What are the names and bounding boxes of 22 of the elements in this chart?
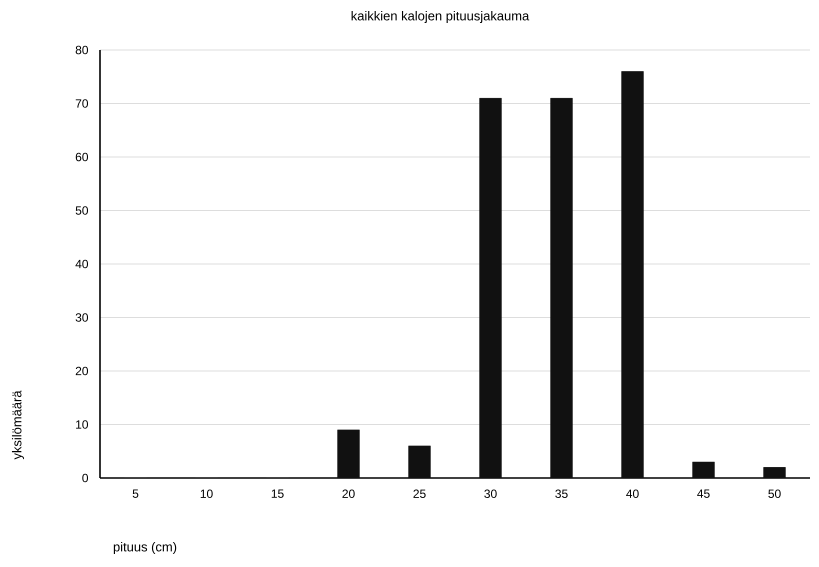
x-tick-label: 40 bbox=[626, 490, 639, 498]
y-tick-label: 70 bbox=[76, 99, 88, 108]
y-axis-title: yksilömäärä bbox=[12, 390, 24, 460]
x-tick-label: 45 bbox=[697, 490, 710, 498]
y-tick-label: 10 bbox=[76, 420, 88, 429]
x-tick-label: 25 bbox=[413, 490, 426, 498]
y-tick-label: 0 bbox=[82, 474, 88, 482]
y-tick-label: 20 bbox=[76, 366, 88, 376]
x-tick-label: 10 bbox=[200, 490, 213, 498]
x-tick-label: 50 bbox=[768, 490, 781, 498]
chart-title: kaikkien kalojen pituusjakauma bbox=[352, 10, 530, 24]
y-tick-label: 60 bbox=[76, 152, 88, 162]
x-tick-label: 5 bbox=[132, 490, 138, 498]
y-tick-label: 50 bbox=[76, 206, 88, 215]
y-tick-label: 40 bbox=[75, 260, 88, 268]
x-axis-title: pituus (cm) bbox=[114, 542, 176, 554]
y-tick-label: 80 bbox=[76, 46, 88, 54]
y-tick-label: 30 bbox=[76, 313, 88, 322]
x-tick-label: 30 bbox=[484, 490, 497, 498]
x-tick-label: 20 bbox=[342, 490, 355, 498]
x-tick-label: 15 bbox=[272, 490, 284, 498]
x-tick-label: 35 bbox=[555, 490, 568, 498]
